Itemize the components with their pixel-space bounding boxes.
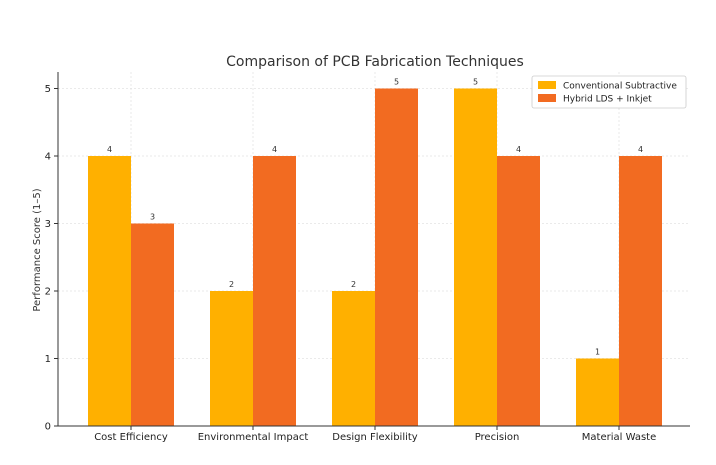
bar-hybrid-lds-inkjet xyxy=(375,88,418,426)
legend-box xyxy=(531,75,687,109)
bar-hybrid-lds-inkjet xyxy=(619,156,662,426)
legend-label: Conventional Subtractive xyxy=(563,82,677,92)
bar-value-label: 4 xyxy=(272,145,277,154)
bar-value-label: 4 xyxy=(638,145,643,154)
bar-value-label: 2 xyxy=(229,280,234,289)
bar-value-label: 4 xyxy=(107,145,112,154)
data-labels-layer: 4 2 2 5 1 3 4 5 4 4 xyxy=(107,78,643,357)
bar-conventional-subtractive xyxy=(210,291,253,426)
x-tick-label: Design Flexibility xyxy=(332,432,418,443)
y-tick-label: 1 xyxy=(45,354,51,365)
y-tick-label: 4 xyxy=(45,152,51,163)
bar-value-label: 5 xyxy=(473,78,478,87)
y-tick-label: 3 xyxy=(45,219,51,230)
x-tick-label: Material Waste xyxy=(582,432,656,443)
legend-swatch xyxy=(538,94,556,102)
bar-value-label: 5 xyxy=(394,78,399,87)
y-tick-label: 5 xyxy=(45,84,51,95)
bar-value-label: 2 xyxy=(351,280,356,289)
y-axis-label: Performance Score (1–5) xyxy=(32,188,43,311)
legend-label: Hybrid LDS + Inkjet xyxy=(563,95,652,105)
legend-swatch xyxy=(538,81,556,89)
bar-conventional-subtractive xyxy=(88,156,131,426)
bar-value-label: 3 xyxy=(150,213,155,222)
x-tick-label: Precision xyxy=(475,432,520,443)
bar-value-label: 1 xyxy=(595,348,600,357)
bar-hybrid-lds-inkjet xyxy=(497,156,540,426)
y-tick-label: 2 xyxy=(45,287,51,298)
axes-layer: 0 1 2 3 4 5 Cost Efficiency Environmental Impac… xyxy=(45,72,690,443)
x-tick-label: Environmental Impact xyxy=(198,432,309,443)
y-tick-label: 0 xyxy=(45,422,51,433)
bar-hybrid-lds-inkjet xyxy=(131,223,174,426)
bars-layer xyxy=(88,88,662,426)
bar-conventional-subtractive xyxy=(576,358,619,426)
bar-value-label: 4 xyxy=(516,145,521,154)
bar-conventional-subtractive xyxy=(454,88,497,426)
bar-hybrid-lds-inkjet xyxy=(253,156,296,426)
legend: Conventional Subtractive Hybrid LDS + Ink… xyxy=(531,75,687,109)
chart-title: Comparison of PCB Fabrication Techniques xyxy=(226,54,524,70)
bar-conventional-subtractive xyxy=(332,291,375,426)
x-tick-label: Cost Efficiency xyxy=(94,432,168,443)
